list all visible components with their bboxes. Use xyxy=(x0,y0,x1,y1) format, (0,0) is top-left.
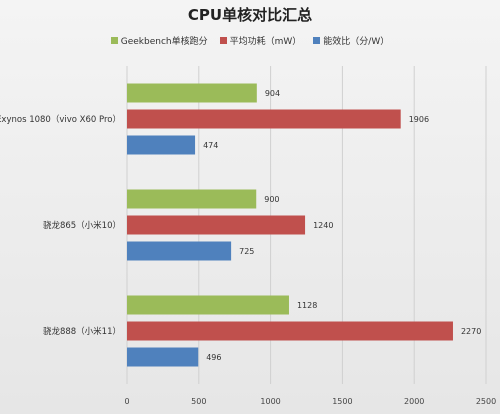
category-label-0: Exynos 1080（vivo X60 Pro） xyxy=(0,114,121,125)
data-label-2-1: 2270 xyxy=(461,327,481,336)
bar-0-0 xyxy=(127,83,257,103)
legend-swatch-power xyxy=(219,37,227,44)
legend-item-efficiency: 能效比（分/W） xyxy=(313,34,389,47)
bar-2-1 xyxy=(127,321,453,341)
bar-2-2 xyxy=(127,347,199,367)
bar-2-0 xyxy=(127,295,289,315)
legend-swatch-geekbench xyxy=(110,37,118,44)
category-label-1: 骁龙865（小米10） xyxy=(43,220,121,231)
x-tick-label-1: 500 xyxy=(191,397,206,406)
x-tick-label-0: 0 xyxy=(124,397,129,406)
bar-0-2 xyxy=(127,135,196,155)
chart-title: CPU单核对比汇总 xyxy=(187,6,313,24)
x-tick-label-5: 2500 xyxy=(476,397,496,406)
x-tick-label-2: 1000 xyxy=(260,397,280,406)
data-label-2-2: 496 xyxy=(206,353,221,362)
data-label-0-1: 1906 xyxy=(409,115,429,124)
x-tick-label-3: 1500 xyxy=(332,397,352,406)
data-label-0-2: 474 xyxy=(203,141,218,150)
data-label-1-0: 900 xyxy=(264,195,279,204)
bar-1-1 xyxy=(127,215,306,235)
legend-label-efficiency: 能效比（分/W） xyxy=(323,37,390,47)
category-label-2: 骁龙888（小米11） xyxy=(43,326,121,337)
bar-0-1 xyxy=(127,109,401,129)
data-label-1-1: 1240 xyxy=(313,221,333,230)
legend: Geekbench单核跑分 平均功耗（mW） 能效比（分/W） xyxy=(0,34,500,47)
data-label-2-0: 1128 xyxy=(297,301,317,310)
legend-item-geekbench: Geekbench单核跑分 xyxy=(110,34,208,47)
legend-swatch-efficiency xyxy=(313,37,321,44)
data-label-1-2: 725 xyxy=(239,247,254,256)
legend-label-geekbench: Geekbench单核跑分 xyxy=(120,37,208,47)
bar-1-0 xyxy=(127,189,257,209)
legend-item-power: 平均功耗（mW） xyxy=(219,34,302,47)
data-label-0-0: 904 xyxy=(265,89,280,98)
bar-1-2 xyxy=(127,241,232,261)
legend-label-power: 平均功耗（mW） xyxy=(229,37,302,47)
x-tick-label-4: 2000 xyxy=(404,397,424,406)
